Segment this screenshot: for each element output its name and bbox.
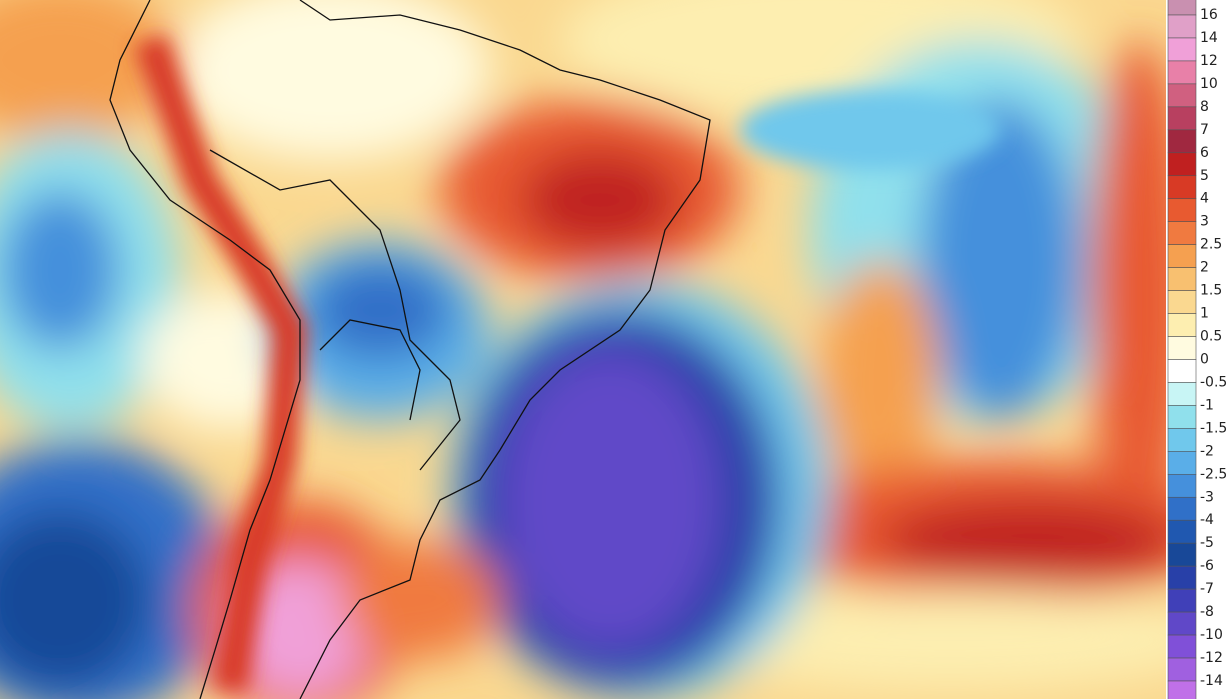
colorbar-label: 1.5 <box>1200 283 1222 299</box>
colorbar-label: 0 <box>1200 351 1209 367</box>
colorbar-label: 2.5 <box>1200 237 1222 253</box>
colorbar-cell <box>1167 129 1197 154</box>
colorbar-cell <box>1167 290 1197 314</box>
colorbar-cell <box>1167 152 1197 177</box>
colorbar: 16 14 12 10 8 7 6 5 4 3 2.5 2 1.5 1 0.5 0 -0.5 -1 -1.5 -2 -2… <box>1167 0 1227 699</box>
colorbar-label: -3 <box>1200 489 1214 505</box>
colorbar-cell <box>1167 519 1197 544</box>
colorbar-label: 10 <box>1200 76 1218 92</box>
colorbar-label: -1.5 <box>1200 420 1227 436</box>
colorbar-label: -2 <box>1200 443 1214 459</box>
colorbar-cell <box>1167 313 1197 337</box>
colorbar-label: 1 <box>1200 306 1209 322</box>
colorbar-cell <box>1167 565 1197 590</box>
colorbar-cell <box>1167 382 1197 406</box>
colorbar-label: -8 <box>1200 604 1214 620</box>
colorbar-cell <box>1167 336 1197 360</box>
colorbar-label: -14 <box>1200 673 1223 689</box>
colorbar-label: -7 <box>1200 581 1214 597</box>
colorbar-cell <box>1167 106 1197 131</box>
coastline <box>109 0 711 699</box>
colorbar-cell <box>1167 405 1197 429</box>
colorbar-label: -1 <box>1200 397 1214 413</box>
colorbar-cell <box>1167 588 1197 613</box>
colorbar-label: 7 <box>1200 122 1209 138</box>
colorbar-label: 14 <box>1200 30 1218 46</box>
colorbar-cell <box>1167 634 1197 659</box>
colorbar-label: -10 <box>1200 627 1223 643</box>
colorbar-cell <box>1167 267 1197 291</box>
colorbar-cell <box>1167 221 1197 245</box>
colorbar-label: 3 <box>1200 214 1209 230</box>
colorbar-cell <box>1167 542 1197 567</box>
colorbar-cell <box>1167 0 1197 16</box>
colorbar-cell <box>1167 680 1197 699</box>
colorbar-cell <box>1167 175 1197 200</box>
colorbar-label: 4 <box>1200 191 1209 207</box>
colorbar-label: -5 <box>1200 535 1214 551</box>
colorbar-label: 6 <box>1200 145 1209 161</box>
colorbar-cell <box>1167 244 1197 268</box>
colorbar-label: 8 <box>1200 99 1209 115</box>
colorbar-cell <box>1167 37 1197 62</box>
colorbar-cell <box>1167 496 1197 521</box>
colorbar-label: 2 <box>1200 260 1209 276</box>
colorbar-cell <box>1167 198 1197 222</box>
colorbar-cell <box>1167 428 1197 452</box>
colorbar-cell <box>1167 657 1197 682</box>
colorbar-label: -2.5 <box>1200 466 1227 482</box>
colorbar-label: -12 <box>1200 650 1223 666</box>
colorbar-label: 0.5 <box>1200 329 1222 345</box>
colorbar-cell <box>1167 359 1197 383</box>
colorbar-label: 12 <box>1200 53 1218 69</box>
colorbar-cell <box>1167 611 1197 636</box>
colorbar-label: -0.5 <box>1200 374 1227 390</box>
colorbar-cell <box>1167 451 1197 475</box>
colorbar-cell <box>1167 14 1197 39</box>
colorbar-label: 5 <box>1200 168 1209 184</box>
colorbar-cell <box>1167 474 1197 498</box>
colorbar-label: 16 <box>1200 7 1218 23</box>
colorbar-cell <box>1167 60 1197 85</box>
colorbar-cell <box>1167 83 1197 108</box>
colorbar-label: -6 <box>1200 558 1214 574</box>
colorbar-label: -4 <box>1200 512 1214 528</box>
